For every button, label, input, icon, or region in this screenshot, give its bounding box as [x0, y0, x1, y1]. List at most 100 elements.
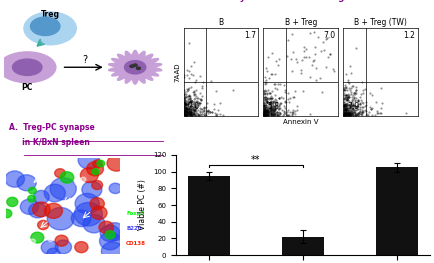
Point: [270, 100, 276, 104]
Point: [261, 107, 268, 111]
Point: [194, 95, 201, 100]
Point: [181, 111, 188, 115]
Point: [359, 88, 366, 92]
Point: [282, 100, 289, 104]
Point: [200, 109, 207, 114]
Circle shape: [38, 220, 49, 230]
Point: [280, 109, 287, 113]
Point: [183, 112, 190, 116]
Point: [344, 112, 351, 116]
Point: [261, 100, 268, 105]
Point: [181, 111, 188, 115]
Point: [350, 91, 357, 95]
Point: [345, 106, 352, 110]
Point: [261, 112, 268, 116]
Point: [273, 102, 279, 106]
Point: [341, 103, 348, 107]
Circle shape: [44, 184, 65, 202]
Point: [183, 99, 190, 103]
Point: [345, 95, 352, 99]
Title: B: B: [218, 18, 224, 27]
Circle shape: [47, 248, 60, 259]
Point: [181, 106, 188, 110]
Text: 1.7: 1.7: [244, 31, 256, 40]
Point: [306, 112, 313, 116]
Point: [340, 110, 347, 114]
Point: [188, 104, 195, 108]
Point: [276, 113, 283, 117]
Point: [355, 102, 362, 107]
Point: [261, 110, 268, 114]
Point: [261, 108, 268, 113]
Point: [182, 107, 189, 111]
Point: [217, 112, 224, 116]
Point: [187, 99, 194, 104]
Point: [268, 112, 275, 117]
Point: [200, 80, 207, 84]
Point: [264, 109, 271, 114]
X-axis label: Annexin V: Annexin V: [283, 119, 319, 125]
Point: [261, 113, 268, 117]
Point: [342, 106, 349, 110]
Point: [270, 100, 277, 104]
Point: [262, 112, 269, 117]
Point: [181, 102, 188, 106]
Point: [266, 91, 273, 95]
Point: [297, 68, 304, 72]
Text: 7.0: 7.0: [187, 103, 200, 112]
Point: [185, 107, 192, 111]
Point: [185, 112, 192, 116]
Circle shape: [93, 160, 102, 168]
Point: [345, 113, 352, 117]
Point: [261, 113, 268, 117]
Point: [263, 89, 270, 93]
Point: [275, 111, 282, 115]
Point: [189, 107, 196, 112]
Point: [262, 106, 269, 110]
Point: [352, 98, 358, 103]
Point: [268, 108, 275, 112]
Point: [270, 99, 277, 103]
Point: [281, 83, 288, 87]
Point: [263, 107, 270, 111]
Point: [346, 64, 353, 68]
Point: [341, 113, 348, 117]
Point: [268, 111, 275, 115]
Point: [363, 109, 370, 113]
Point: [185, 112, 192, 116]
Circle shape: [78, 151, 99, 169]
Point: [285, 108, 292, 112]
Point: [189, 99, 196, 103]
Point: [181, 112, 188, 117]
Point: [191, 108, 197, 113]
Circle shape: [133, 64, 137, 67]
Point: [280, 104, 287, 108]
Point: [192, 109, 199, 113]
Point: [302, 55, 309, 59]
Point: [262, 110, 269, 114]
Point: [186, 105, 193, 109]
Point: [285, 97, 292, 101]
Point: [262, 88, 269, 92]
Point: [191, 92, 198, 96]
Point: [186, 97, 193, 101]
Point: [362, 113, 369, 117]
Point: [182, 113, 189, 117]
Point: [263, 104, 270, 109]
Point: [190, 107, 197, 111]
Point: [276, 96, 283, 100]
Circle shape: [28, 195, 36, 202]
Point: [350, 103, 357, 107]
Text: ?: ?: [82, 55, 87, 65]
Circle shape: [107, 155, 126, 171]
Point: [183, 107, 190, 111]
Point: [186, 107, 193, 111]
Point: [345, 109, 352, 114]
Point: [182, 110, 189, 114]
Point: [269, 109, 276, 113]
Point: [181, 100, 188, 104]
Point: [351, 104, 358, 108]
Point: [194, 113, 201, 117]
Point: [261, 103, 268, 108]
Point: [266, 76, 273, 80]
